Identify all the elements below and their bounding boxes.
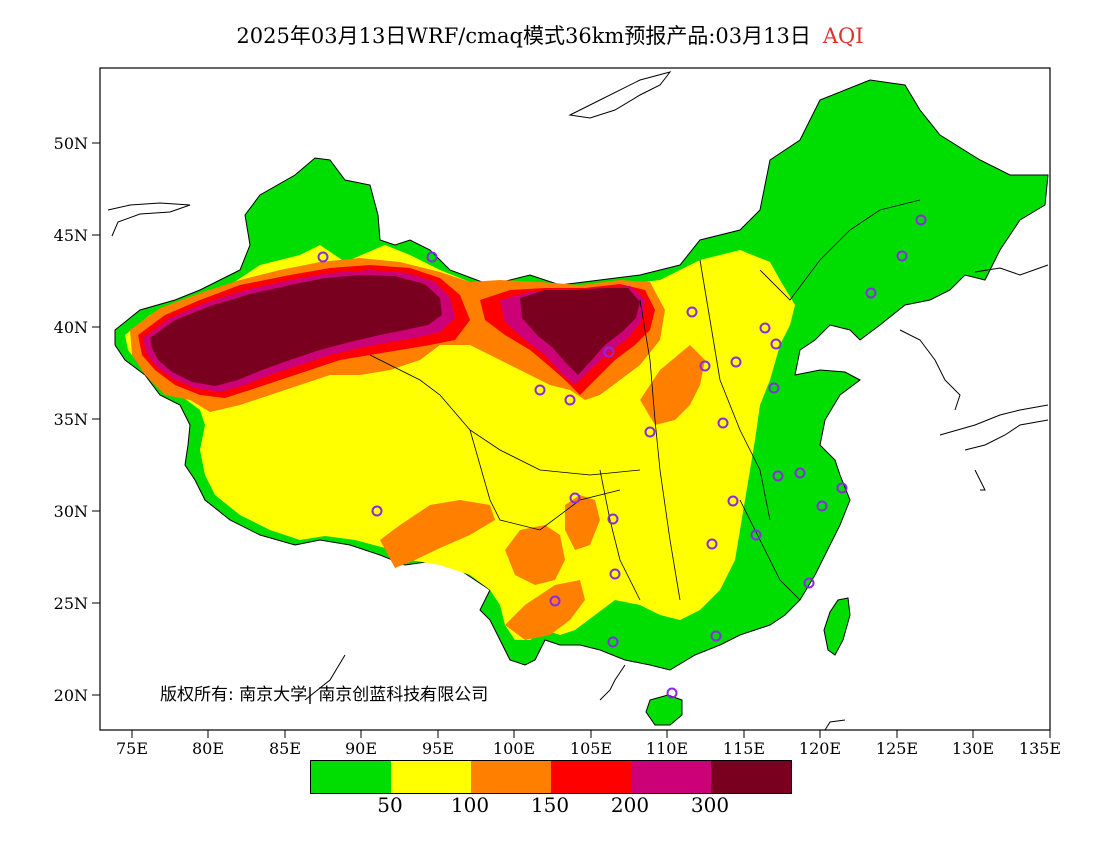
city-marker <box>603 346 615 358</box>
city-marker <box>607 513 619 525</box>
lon-label: 115E <box>723 739 765 758</box>
lon-label: 120E <box>799 739 841 758</box>
copyright-text: 版权所有: 南京大学| 南京创蓝科技有限公司 <box>160 685 489 705</box>
lat-axis: 50N 45N 40N 35N 30N 25N 20N <box>54 134 100 705</box>
city-marker <box>569 492 581 504</box>
city-marker <box>699 360 711 372</box>
lon-label: 75E <box>116 739 148 758</box>
aqi-colorbar <box>310 760 792 794</box>
city-marker <box>426 251 438 263</box>
city-marker <box>759 322 771 334</box>
city-marker <box>549 595 561 607</box>
lon-label: 105E <box>570 739 612 758</box>
colorbar-label: 50 <box>377 793 403 817</box>
colorbar-label: 300 <box>690 793 730 817</box>
city-marker <box>609 568 621 580</box>
city-marker <box>750 529 762 541</box>
lon-label: 135E <box>1019 739 1061 758</box>
lon-label: 90E <box>345 739 377 758</box>
colorbar-swatch-good <box>311 761 391 793</box>
city-marker <box>865 287 877 299</box>
coastlines <box>107 71 1049 730</box>
lon-label: 95E <box>422 739 454 758</box>
city-marker <box>564 394 576 406</box>
city-marker <box>915 214 927 226</box>
city-marker <box>772 470 784 482</box>
city-marker <box>816 500 828 512</box>
region-orange-south-3 <box>505 580 585 640</box>
city-marker <box>727 495 739 507</box>
lat-label: 40N <box>54 318 88 337</box>
lon-label: 125E <box>876 739 918 758</box>
city-marker <box>770 338 782 350</box>
colorbar-label: 200 <box>610 793 650 817</box>
colorbar-labels: 50 100 150 200 300 <box>310 793 790 819</box>
colorbar-swatch-moderate <box>391 761 471 793</box>
lon-label: 80E <box>192 739 224 758</box>
region-orange-sichuan <box>565 495 600 550</box>
lat-label: 30N <box>54 502 88 521</box>
city-marker <box>768 382 780 394</box>
region-maroon-gobi <box>520 288 640 375</box>
lat-label: 25N <box>54 594 88 613</box>
city-marker <box>710 630 722 642</box>
region-orange-south-2 <box>505 525 565 585</box>
city-marker <box>666 687 678 699</box>
city-marker <box>896 250 908 262</box>
colorbar-swatch-severe <box>711 761 791 793</box>
colorbar-swatch-medium <box>551 761 631 793</box>
region-orange-south-1 <box>380 500 495 568</box>
city-marker <box>686 306 698 318</box>
city-marker <box>836 482 848 494</box>
colorbar-label: 100 <box>450 793 490 817</box>
lat-label: 20N <box>54 686 88 705</box>
colorbar-swatch-light <box>471 761 551 793</box>
city-markers <box>317 214 927 699</box>
city-marker <box>730 356 742 368</box>
map-title: 2025年03月13日WRF/cmaq模式36km预报产品:03月13日 AQI <box>0 20 1100 50</box>
map-frame <box>99 67 1051 731</box>
region-orange-central <box>640 345 705 425</box>
city-marker <box>794 467 806 479</box>
city-marker <box>317 251 329 263</box>
lon-label: 100E <box>493 739 535 758</box>
city-marker <box>803 577 815 589</box>
colorbar-label: 150 <box>530 793 570 817</box>
map-area <box>107 71 1049 730</box>
lon-axis: 75E 80E 85E 90E 95E 100E 105E 110E 115E … <box>116 730 1061 758</box>
colorbar-swatch-heavy <box>631 761 711 793</box>
city-marker <box>607 636 619 648</box>
city-marker <box>371 505 383 517</box>
city-marker <box>534 384 546 396</box>
city-marker <box>706 538 718 550</box>
title-variable: AQI <box>822 24 864 48</box>
city-marker <box>717 417 729 429</box>
city-marker <box>644 426 656 438</box>
lat-label: 45N <box>54 226 88 245</box>
lon-label: 110E <box>646 739 688 758</box>
lon-label: 130E <box>952 739 994 758</box>
island-hainan <box>645 694 683 726</box>
region-maroon-taklamakan <box>150 275 442 386</box>
lat-label: 35N <box>54 410 88 429</box>
island-taiwan <box>823 597 851 656</box>
province-boundaries <box>369 199 921 601</box>
title-main: 2025年03月13日WRF/cmaq模式36km预报产品:03月13日 <box>236 24 811 48</box>
lat-label: 50N <box>54 134 88 153</box>
lon-label: 85E <box>269 739 301 758</box>
